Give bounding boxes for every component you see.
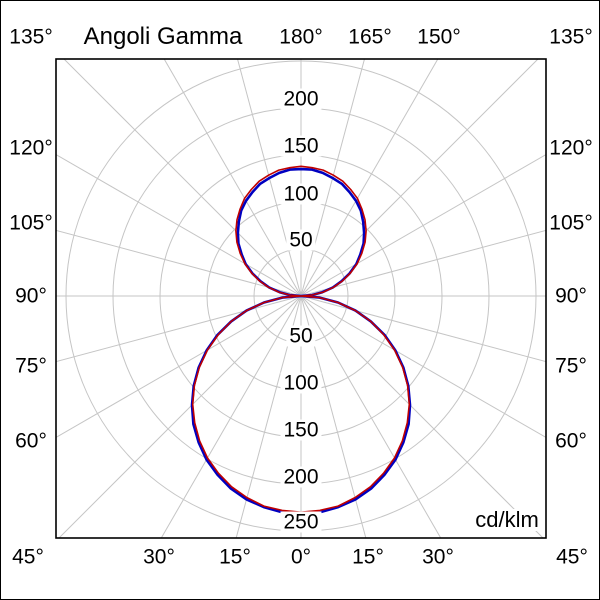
gamma-label-right-120: 120° bbox=[549, 136, 593, 160]
intensity-curves bbox=[190, 165, 412, 516]
gamma-label-top-left-135: 135° bbox=[9, 25, 53, 49]
gamma-label-top-right-135: 135° bbox=[549, 25, 593, 49]
radial-tick-100-lower: 100 bbox=[280, 372, 322, 394]
radial-tick-200-lower: 200 bbox=[280, 466, 322, 488]
grid-radial-line bbox=[300, 295, 546, 439]
gamma-label-bottom-right-45: 45° bbox=[556, 545, 588, 569]
grid-radial-line bbox=[56, 295, 302, 439]
gamma-label-bottom-left-15: 15° bbox=[219, 545, 251, 569]
gamma-label-left-120: 120° bbox=[9, 136, 53, 160]
radial-tick-200-upper: 200 bbox=[280, 88, 322, 110]
gamma-label-right-60: 60° bbox=[555, 429, 587, 453]
grid-radial-line bbox=[300, 295, 546, 363]
grid-radial-line bbox=[300, 59, 539, 297]
unit-label: cd/klm bbox=[473, 507, 541, 532]
grid-radial-line bbox=[56, 153, 302, 297]
gamma-label-bottom-left-30: 30° bbox=[143, 545, 175, 569]
radial-tick-150-upper: 150 bbox=[280, 135, 322, 157]
gamma-label-top-165: 165° bbox=[348, 25, 392, 49]
gamma-label-right-75: 75° bbox=[555, 354, 587, 378]
grid-radial-line bbox=[236, 59, 302, 297]
radial-tick-100-upper: 100 bbox=[280, 183, 322, 205]
grid-radial-line bbox=[300, 153, 546, 297]
gamma-label-top-150: 150° bbox=[417, 25, 461, 49]
chart-title: Angoli Gamma bbox=[83, 23, 243, 50]
gamma-label-right-105: 105° bbox=[549, 211, 593, 235]
gamma-label-bottom-right-15: 15° bbox=[352, 545, 384, 569]
radial-tick-50-upper: 50 bbox=[286, 229, 316, 251]
gamma-label-bottom-right-30: 30° bbox=[422, 545, 454, 569]
grid-radial-line bbox=[160, 295, 302, 538]
grid-radial-line bbox=[56, 229, 302, 297]
grid-radial-line bbox=[58, 295, 302, 538]
grid-radial-line bbox=[300, 295, 442, 538]
grid-radial-line bbox=[163, 59, 302, 297]
gamma-label-left-90: 90° bbox=[15, 284, 47, 308]
plot-frame bbox=[55, 58, 547, 539]
grid-radial-line bbox=[300, 295, 544, 538]
gamma-label-bottom-left-45: 45° bbox=[12, 545, 44, 569]
grid-radial-line bbox=[56, 295, 302, 363]
gamma-label-left-105: 105° bbox=[9, 211, 53, 235]
grid-radial-line bbox=[300, 59, 439, 297]
gamma-label-right-90: 90° bbox=[555, 284, 587, 308]
gamma-label-bottom-0: 0° bbox=[290, 545, 312, 569]
radial-tick-50-lower: 50 bbox=[286, 325, 316, 347]
gamma-label-top-180: 180° bbox=[279, 25, 323, 49]
grid-radial-line bbox=[63, 59, 302, 297]
gamma-label-left-60: 60° bbox=[15, 429, 47, 453]
grid-radial-line bbox=[300, 229, 546, 297]
grid-radial-line bbox=[300, 59, 366, 297]
radial-tick-150-lower: 150 bbox=[280, 419, 322, 441]
gamma-label-left-75: 75° bbox=[15, 354, 47, 378]
red-curve bbox=[191, 165, 411, 513]
radial-tick-250-lower: 250 bbox=[280, 511, 322, 533]
